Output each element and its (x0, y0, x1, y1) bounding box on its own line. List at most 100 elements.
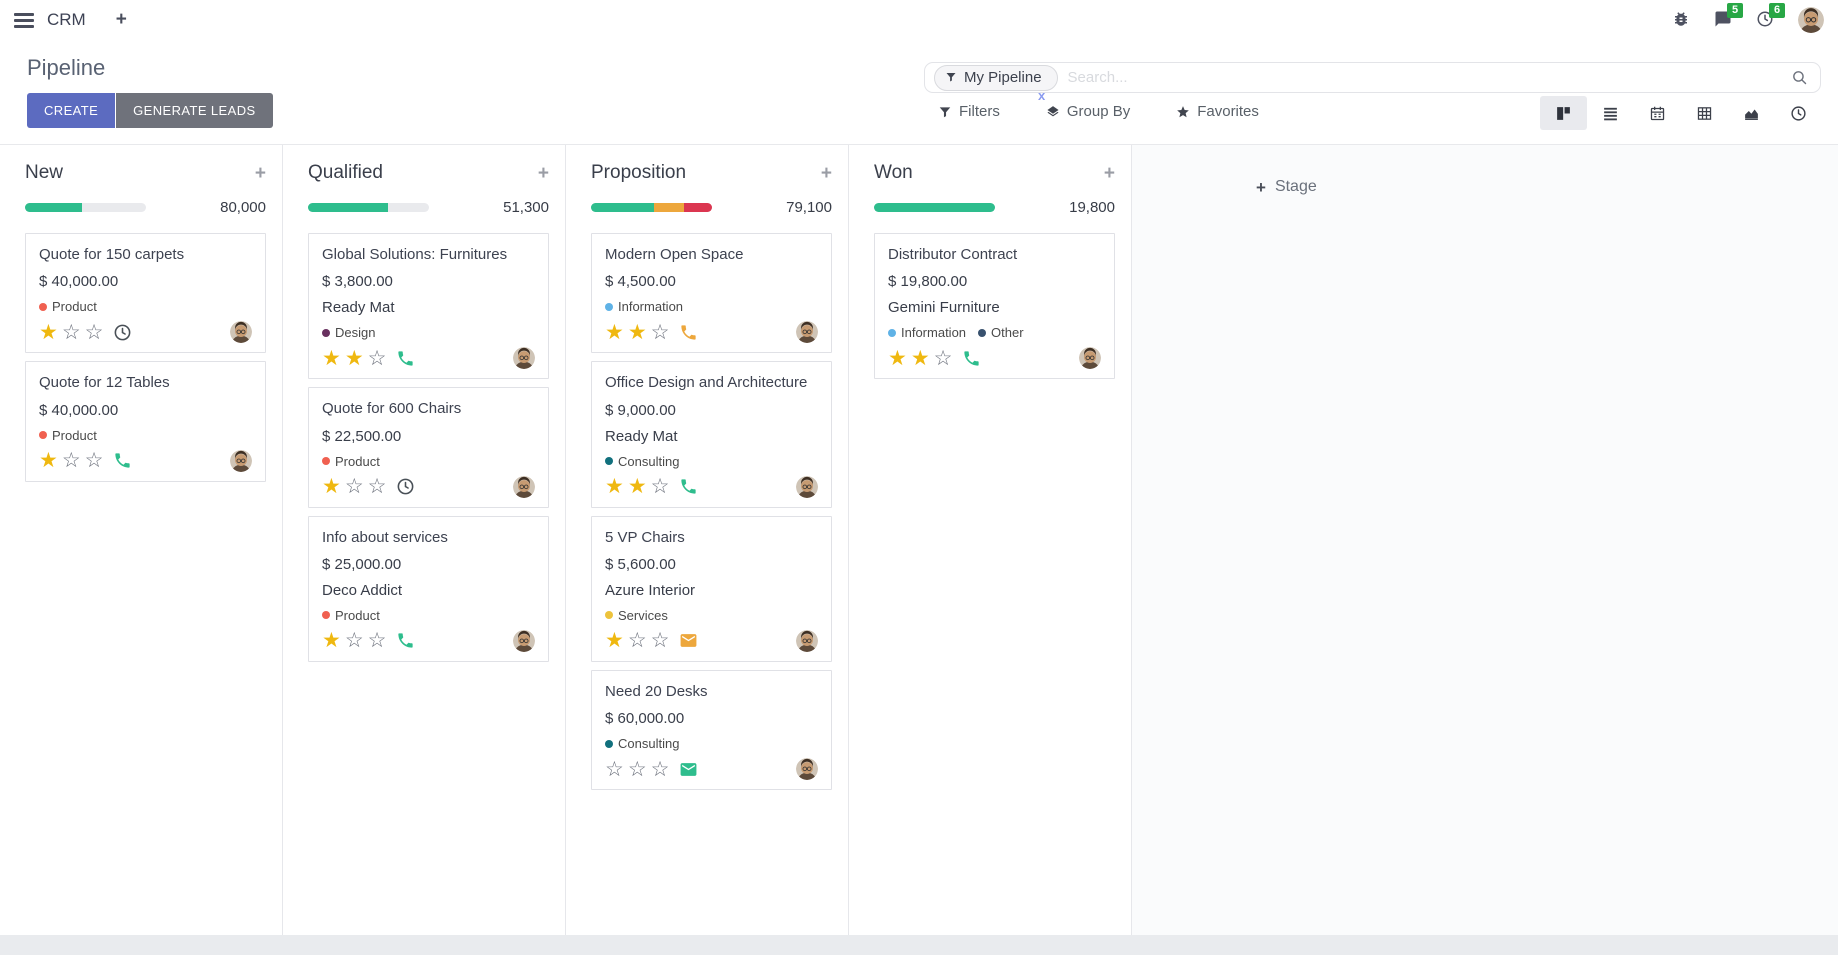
kanban-card[interactable]: Global Solutions: Furnitures $ 3,800.00 … (308, 233, 549, 380)
star-empty-icon[interactable]: ☆ (367, 346, 387, 370)
card-priority-stars[interactable]: ★ ★ ☆ (605, 476, 669, 497)
clock-icon[interactable] (396, 477, 415, 496)
kanban-card[interactable]: Distributor Contract $ 19,800.00 Gemini … (874, 233, 1115, 380)
view-kanban-icon[interactable] (1540, 96, 1587, 130)
generate-leads-button[interactable]: GENERATE LEADS (116, 93, 273, 128)
star-filled-icon[interactable]: ★ (39, 449, 58, 472)
facet-remove-icon[interactable]: x (1038, 88, 1046, 103)
star-filled-icon[interactable]: ★ (322, 475, 341, 498)
kanban-card[interactable]: Office Design and Architecture $ 9,000.0… (591, 361, 832, 508)
kanban-card[interactable]: Info about services $ 25,000.00 Deco Add… (308, 515, 549, 662)
column-progressbar[interactable] (25, 203, 146, 212)
star-filled-icon[interactable]: ★ (39, 320, 58, 344)
card-avatar[interactable] (513, 347, 535, 370)
bug-icon[interactable] (1672, 10, 1692, 30)
search-icon[interactable] (1791, 69, 1808, 86)
star-empty-icon[interactable]: ☆ (650, 757, 670, 781)
messages-icon[interactable]: 5 (1714, 3, 1744, 30)
star-empty-icon[interactable]: ☆ (344, 629, 364, 653)
progress-segment[interactable] (653, 203, 685, 212)
star-empty-icon[interactable]: ☆ (344, 475, 364, 498)
kanban-card[interactable]: Need 20 Desks $ 60,000.00 Consulting ☆ ☆ ☆ (591, 669, 832, 790)
progress-segment[interactable] (684, 203, 712, 212)
star-empty-icon[interactable]: ☆ (605, 757, 624, 781)
star-filled-icon[interactable]: ★ (888, 346, 907, 370)
phone-icon[interactable] (679, 323, 698, 342)
kanban-card[interactable]: Quote for 150 carpets $ 40,000.00 Produc… (25, 233, 266, 354)
card-priority-stars[interactable]: ★ ☆ ☆ (322, 476, 386, 497)
card-avatar[interactable] (230, 321, 252, 344)
card-priority-stars[interactable]: ★ ★ ☆ (888, 348, 952, 369)
card-priority-stars[interactable]: ★ ★ ☆ (605, 322, 669, 343)
star-filled-icon[interactable]: ★ (910, 346, 930, 370)
plus-icon[interactable]: + (115, 9, 127, 30)
star-filled-icon[interactable]: ★ (605, 629, 624, 653)
star-filled-icon[interactable]: ★ (627, 320, 647, 344)
star-filled-icon[interactable]: ★ (322, 346, 341, 370)
add-stage-button[interactable]: + Stage (1256, 178, 1317, 196)
card-avatar[interactable] (230, 449, 252, 472)
create-button[interactable]: CREATE (27, 93, 116, 128)
star-empty-icon[interactable]: ☆ (367, 629, 387, 653)
column-progressbar[interactable] (591, 203, 712, 212)
star-empty-icon[interactable]: ☆ (650, 629, 670, 653)
star-empty-icon[interactable]: ☆ (84, 449, 104, 472)
phone-icon[interactable] (679, 477, 698, 496)
filters-button[interactable]: Filters (938, 103, 1000, 120)
card-avatar[interactable] (796, 758, 818, 780)
kanban-card[interactable]: Quote for 600 Chairs $ 22,500.00 Product… (308, 387, 549, 508)
star-empty-icon[interactable]: ☆ (61, 449, 81, 472)
phone-icon[interactable] (396, 349, 415, 368)
star-empty-icon[interactable]: ☆ (650, 475, 670, 498)
star-empty-icon[interactable]: ☆ (933, 346, 953, 370)
star-filled-icon[interactable]: ★ (322, 629, 341, 653)
card-avatar[interactable] (796, 321, 818, 344)
view-graph-icon[interactable] (1728, 96, 1775, 130)
card-priority-stars[interactable]: ★ ☆ ☆ (39, 322, 103, 343)
progress-segment[interactable] (308, 203, 388, 212)
card-avatar[interactable] (796, 629, 818, 652)
activities-icon[interactable]: 6 (1756, 3, 1786, 30)
column-add-icon[interactable]: + (537, 162, 549, 184)
progress-segment[interactable] (25, 203, 82, 212)
progress-segment[interactable] (874, 203, 995, 212)
card-avatar[interactable] (513, 475, 535, 498)
star-empty-icon[interactable]: ☆ (84, 320, 104, 344)
envelope-icon[interactable] (679, 760, 698, 779)
column-progressbar[interactable] (874, 203, 995, 212)
kanban-card[interactable]: Modern Open Space $ 4,500.00 Information… (591, 233, 832, 354)
search-input[interactable] (1057, 69, 1791, 86)
search-facet-my-pipeline[interactable]: My Pipeline (934, 64, 1058, 91)
kanban-card[interactable]: Quote for 12 Tables $ 40,000.00 Product … (25, 361, 266, 482)
envelope-icon[interactable] (679, 631, 698, 650)
column-add-icon[interactable]: + (254, 162, 266, 184)
column-progressbar[interactable] (308, 203, 429, 212)
user-avatar[interactable] (1798, 7, 1824, 33)
card-avatar[interactable] (796, 475, 818, 498)
view-activity-icon[interactable] (1775, 96, 1822, 130)
star-empty-icon[interactable]: ☆ (61, 320, 81, 344)
apps-menu-icon[interactable] (14, 12, 34, 28)
star-filled-icon[interactable]: ★ (605, 320, 624, 344)
card-avatar[interactable] (513, 629, 535, 652)
star-empty-icon[interactable]: ☆ (627, 757, 647, 781)
phone-icon[interactable] (113, 451, 132, 470)
star-empty-icon[interactable]: ☆ (367, 475, 387, 498)
card-priority-stars[interactable]: ★ ☆ ☆ (39, 450, 103, 471)
favorites-button[interactable]: Favorites (1176, 103, 1259, 120)
kanban-card[interactable]: 5 VP Chairs $ 5,600.00 Azure Interior Se… (591, 515, 832, 662)
card-priority-stars[interactable]: ★ ★ ☆ (322, 348, 386, 369)
phone-icon[interactable] (396, 631, 415, 650)
clock-icon[interactable] (113, 323, 132, 342)
star-empty-icon[interactable]: ☆ (650, 320, 670, 344)
star-filled-icon[interactable]: ★ (627, 475, 647, 498)
group-by-button[interactable]: Group By (1046, 103, 1130, 120)
star-filled-icon[interactable]: ★ (605, 475, 624, 498)
star-filled-icon[interactable]: ★ (344, 346, 364, 370)
view-calendar-icon[interactable] (1634, 96, 1681, 130)
card-avatar[interactable] (1079, 347, 1101, 370)
phone-icon[interactable] (962, 349, 981, 368)
view-list-icon[interactable] (1587, 96, 1634, 130)
search-bar[interactable]: My Pipeline x (924, 62, 1821, 103)
card-priority-stars[interactable]: ★ ☆ ☆ (322, 630, 386, 651)
